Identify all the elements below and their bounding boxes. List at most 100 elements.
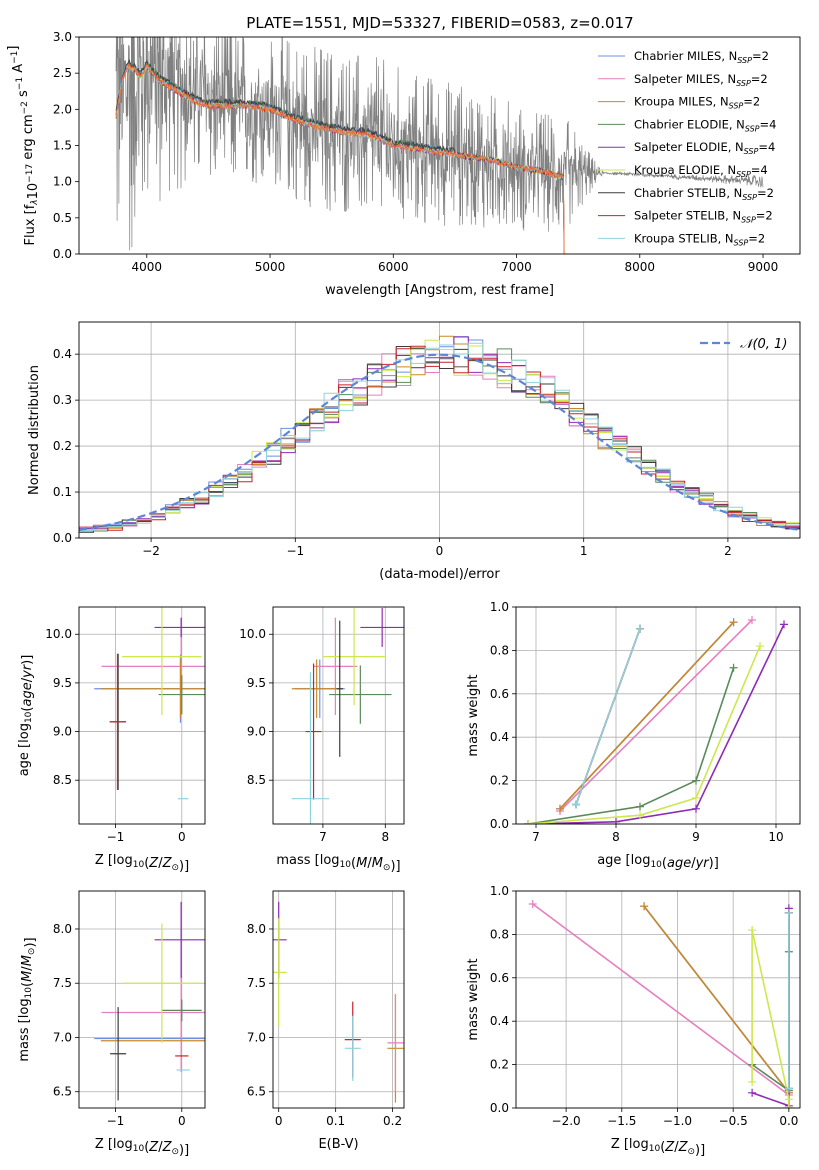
weight-line-salpeter-miles [559, 619, 753, 812]
legend-suffix: =2 [748, 231, 765, 245]
legend-sub: SSP [736, 79, 751, 88]
label-part: A [11, 64, 26, 77]
label-part: )] [179, 859, 189, 874]
legend-label-kroupa-elodie: Kroupa ELODIE, NSSP=4 [634, 163, 768, 179]
label-part: Z [148, 856, 159, 871]
weight-marker-chabrier-elodie [636, 802, 644, 811]
panel-spectrum: 4000 5000 6000 7000 8000 9000 0.0 0.5 1.0 1.5 2.0 2… [6, 30, 801, 298]
axes-frame [78, 890, 206, 1109]
label-part: Z [148, 1140, 159, 1155]
weight-line-salpeter-elodie [527, 624, 785, 824]
label-part: ( [662, 856, 667, 871]
label-part: ( [144, 856, 149, 871]
label-part: )] [390, 859, 400, 874]
histogram-salpeter-elodie [79, 336, 800, 530]
y-axis-label: mass weight [466, 674, 481, 756]
x-axis-label: age [log10(age/yr)] [597, 853, 719, 871]
legend-text: Salpeter STELIB, N [634, 209, 741, 223]
plot-area [94, 607, 205, 800]
y-tick-label: 0.1 [53, 485, 72, 499]
y-tick-label: 9.0 [53, 725, 72, 739]
label-part: age [log [17, 723, 32, 776]
legend-text: Kroupa ELODIE, N [634, 163, 736, 177]
legend-suffix: =2 [757, 186, 774, 200]
legend-sub: SSP [745, 124, 760, 133]
y-tick-label: 7.0 [247, 1030, 266, 1044]
weight-marker-kroupa-stelib [636, 624, 644, 633]
legend-text: Chabrier ELODIE, N [634, 117, 745, 131]
weight-marker-salpeter-elodie [780, 620, 788, 629]
x-tick-label: −1.5 [607, 1114, 636, 1128]
label-part: Z [log [95, 853, 133, 868]
label-part: age [667, 856, 691, 871]
y-tick-label: 2.0 [53, 102, 72, 116]
x-tick-label: 2 [724, 544, 732, 558]
y-tick-label: 7.0 [53, 1030, 72, 1044]
panel-mass-vs-ebv: 0 0.1 0.2 6.5 7.0 7.5 8.0 E(B-V) [247, 890, 405, 1152]
legend-sub: SSP [736, 170, 751, 179]
y-tick-label: 1.0 [490, 600, 509, 614]
y-tick-label: 2.5 [53, 66, 72, 80]
x-tick-label: −2 [142, 544, 160, 558]
label-part: ( [351, 856, 356, 871]
x-axis-label: Z [log10(Z/Z⊙)] [95, 853, 189, 874]
weight-marker-salpeter-miles [748, 616, 756, 625]
plot-area [291, 607, 404, 824]
weight-marker-kroupa-miles [729, 618, 738, 627]
label-part: M [372, 856, 383, 871]
label-part: Z [162, 1140, 173, 1155]
weight-marker-kroupa-elodie [524, 820, 532, 824]
y-tick-label: 0.0 [490, 817, 509, 831]
x-tick-label: 0 [178, 830, 186, 844]
legend-text: Chabrier MILES, N [634, 49, 737, 63]
x-axis-label: mass [log10(M/M⊙)] [276, 853, 400, 874]
y-tick-label: 1.0 [490, 884, 509, 898]
label-part: ⊙ [687, 1147, 695, 1157]
weight-marker-chabrier-elodie [729, 663, 738, 672]
x-tick-label: −0.5 [719, 1114, 748, 1128]
x-tick-label: 0 [436, 544, 444, 558]
x-tick-label: 7000 [501, 260, 532, 274]
label-part: )] [179, 1143, 189, 1158]
label-part: )] [709, 856, 719, 871]
label-part: ⊙ [171, 1147, 179, 1157]
x-tick-label: 4000 [132, 260, 163, 274]
axes-frame [272, 890, 405, 1109]
panel-age-vs-Z: −1 08.59.09.510.0Z [log10(Z/Z⊙)]age [log1… [17, 606, 206, 874]
x-axis-label: E(B-V) [318, 1137, 358, 1152]
label-part: M [20, 955, 35, 966]
x-tick-label: 8 [612, 830, 620, 844]
label-part: 10 [24, 711, 34, 723]
label-part: ⊙ [27, 948, 37, 956]
plot-area [115, 37, 764, 254]
y-tick-label: 0.5 [53, 211, 72, 225]
legend-label-chabrier-elodie: Chabrier ELODIE, NSSP=4 [634, 117, 776, 133]
label-part: / [20, 677, 35, 682]
legend-suffix: =2 [743, 95, 760, 109]
x-tick-label: 0.1 [326, 1114, 345, 1128]
legend-label-chabrier-stelib: Chabrier STELIB, NSSP=2 [634, 186, 774, 202]
axes-frame [78, 606, 206, 825]
label-part: )] [23, 937, 38, 947]
label-part: age [log [597, 853, 650, 868]
legend-suffix: =2 [752, 49, 769, 63]
y-tick-label: 0.8 [490, 643, 509, 657]
weight-line-kroupa-miles [559, 621, 735, 810]
x-axis-label: wavelength [Angstrom, rest frame] [325, 283, 554, 298]
label-part: ⊙ [171, 863, 179, 873]
weight-marker-kroupa-miles [556, 804, 564, 813]
legend-label-kroupa-stelib: Kroupa STELIB, NSSP=2 [634, 231, 765, 247]
x-tick-label: 0.2 [383, 1114, 402, 1128]
legend-text: Salpeter ELODIE, N [634, 140, 744, 154]
weight-marker-kroupa-elodie [748, 1077, 757, 1086]
y-tick-label: 0.2 [490, 1058, 509, 1072]
panel-residuals: −2 −1 0 1 2 0.0 0.1 0.2 0.3 0.4 (data-model)/error… [27, 321, 801, 582]
weight-marker-kroupa-elodie [748, 926, 757, 935]
x-tick-label: −2.0 [552, 1114, 581, 1128]
weight-line-kroupa-stelib [575, 628, 641, 805]
label-part: )] [695, 1143, 705, 1158]
y-tick-label: 0.0 [53, 247, 72, 261]
label-part: / [691, 856, 696, 871]
y-tick-label: 0.4 [53, 347, 72, 361]
